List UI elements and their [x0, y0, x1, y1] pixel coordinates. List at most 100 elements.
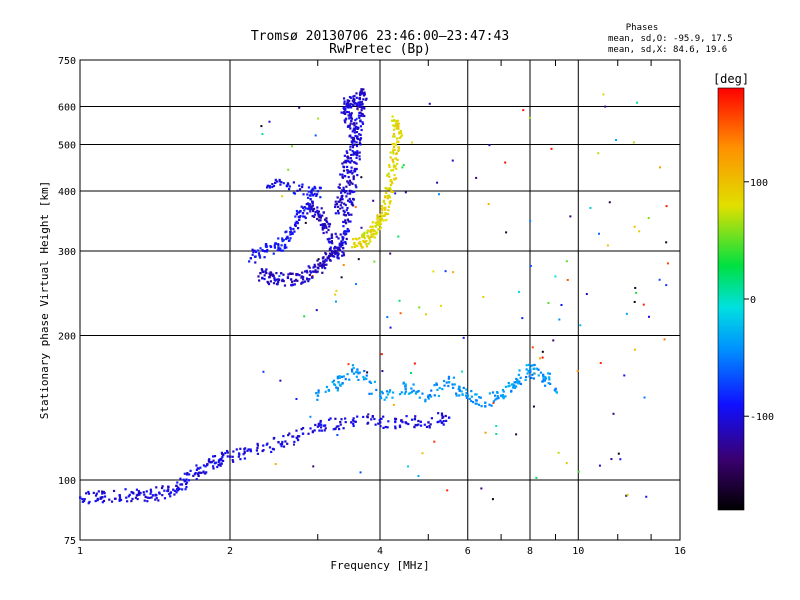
echo-dot — [281, 249, 285, 252]
echo-dot — [347, 103, 350, 106]
echo-dot — [348, 378, 351, 381]
echo-dot — [172, 488, 175, 491]
echo-dot — [281, 440, 284, 444]
echo-dot — [380, 217, 384, 220]
echo-dot — [317, 213, 320, 217]
echo-dot — [359, 119, 362, 122]
echo-dot — [348, 95, 352, 99]
echo-dot — [325, 263, 328, 266]
noise-dot — [432, 270, 435, 273]
echo-dot — [307, 190, 310, 193]
noise-dot — [451, 159, 454, 162]
echo-dot — [280, 244, 283, 247]
echo-dot — [300, 428, 303, 431]
echo-dot — [132, 492, 135, 495]
echo-dot — [394, 417, 398, 421]
echo-dot — [329, 254, 332, 258]
echo-dot — [409, 391, 412, 395]
echo-dot — [347, 111, 351, 114]
echo-dot — [167, 488, 170, 491]
echo-dot — [208, 459, 211, 463]
noise-dot — [643, 396, 646, 399]
echo-dot — [258, 279, 261, 282]
echo-dot — [394, 427, 397, 430]
echo-dot — [217, 460, 220, 464]
echo-dot — [510, 389, 513, 393]
echo-dot — [358, 98, 362, 101]
echo-dot — [330, 233, 333, 236]
echo-dot — [308, 205, 311, 208]
echo-dot — [394, 177, 398, 180]
echo-dot — [247, 260, 251, 263]
echo-dot — [371, 221, 374, 224]
echo-dot — [212, 467, 215, 470]
echo-dot — [356, 238, 359, 241]
echo-dot — [360, 88, 363, 91]
echo-dot — [307, 280, 310, 283]
echo-dot — [396, 119, 399, 122]
noise-dot — [367, 413, 370, 416]
echo-dot — [365, 239, 368, 243]
echo-dot — [349, 127, 352, 130]
echo-dot — [344, 420, 347, 424]
echo-dot — [226, 455, 229, 458]
echo-dot — [319, 262, 322, 265]
echo-dot — [355, 141, 358, 144]
echo-dot — [342, 220, 345, 224]
echo-traces — [79, 88, 558, 505]
echo-dot — [124, 488, 127, 491]
echo-dot — [175, 491, 178, 494]
data-point — [323, 424, 327, 427]
echo-dot — [363, 377, 367, 380]
echo-dot — [445, 381, 448, 384]
noise-dot — [648, 315, 651, 318]
echo-dot — [430, 389, 433, 392]
echo-dot — [392, 148, 395, 151]
echo-dot — [517, 382, 520, 385]
echo-dot — [384, 196, 387, 199]
echo-dot — [358, 237, 361, 240]
echo-dot — [344, 242, 347, 245]
noise-dot — [372, 199, 375, 202]
echo-dot — [314, 265, 317, 268]
echo-dot — [394, 420, 397, 423]
echo-dot — [87, 490, 90, 494]
echo-dot — [352, 198, 355, 201]
echo-dot — [319, 215, 322, 218]
echo-dot — [325, 219, 328, 222]
noise-dot — [558, 318, 561, 321]
echo-dot — [315, 392, 318, 395]
echo-dot — [294, 222, 297, 225]
echo-dot — [441, 387, 444, 391]
echo-dot — [358, 111, 361, 114]
echo-dot — [527, 363, 531, 366]
echo-dot — [371, 234, 374, 237]
echo-dot — [169, 492, 172, 495]
noise-dot — [354, 283, 357, 286]
noise-dot — [342, 264, 345, 267]
echo-dot — [319, 216, 323, 219]
echo-dot — [373, 380, 377, 383]
echo-dot — [146, 500, 149, 503]
echo-dot — [359, 243, 362, 246]
echo-dot — [323, 263, 326, 266]
noise-dot — [658, 166, 661, 169]
echo-dot — [425, 425, 429, 429]
echo-dot — [138, 493, 141, 496]
data-point — [330, 236, 334, 239]
echo-dot — [479, 396, 482, 399]
echo-dot — [354, 244, 357, 247]
echo-dot — [287, 434, 290, 437]
echo-dot — [383, 202, 387, 205]
echo-dot — [293, 283, 296, 286]
echo-dot — [352, 417, 355, 420]
echo-dot — [338, 186, 341, 190]
echo-dot — [437, 412, 440, 415]
echo-dot — [320, 429, 323, 432]
echo-dot — [272, 437, 275, 440]
echo-dot — [286, 276, 290, 280]
echo-dot — [397, 146, 401, 149]
echo-dot — [269, 280, 272, 283]
echo-dot — [517, 373, 520, 376]
